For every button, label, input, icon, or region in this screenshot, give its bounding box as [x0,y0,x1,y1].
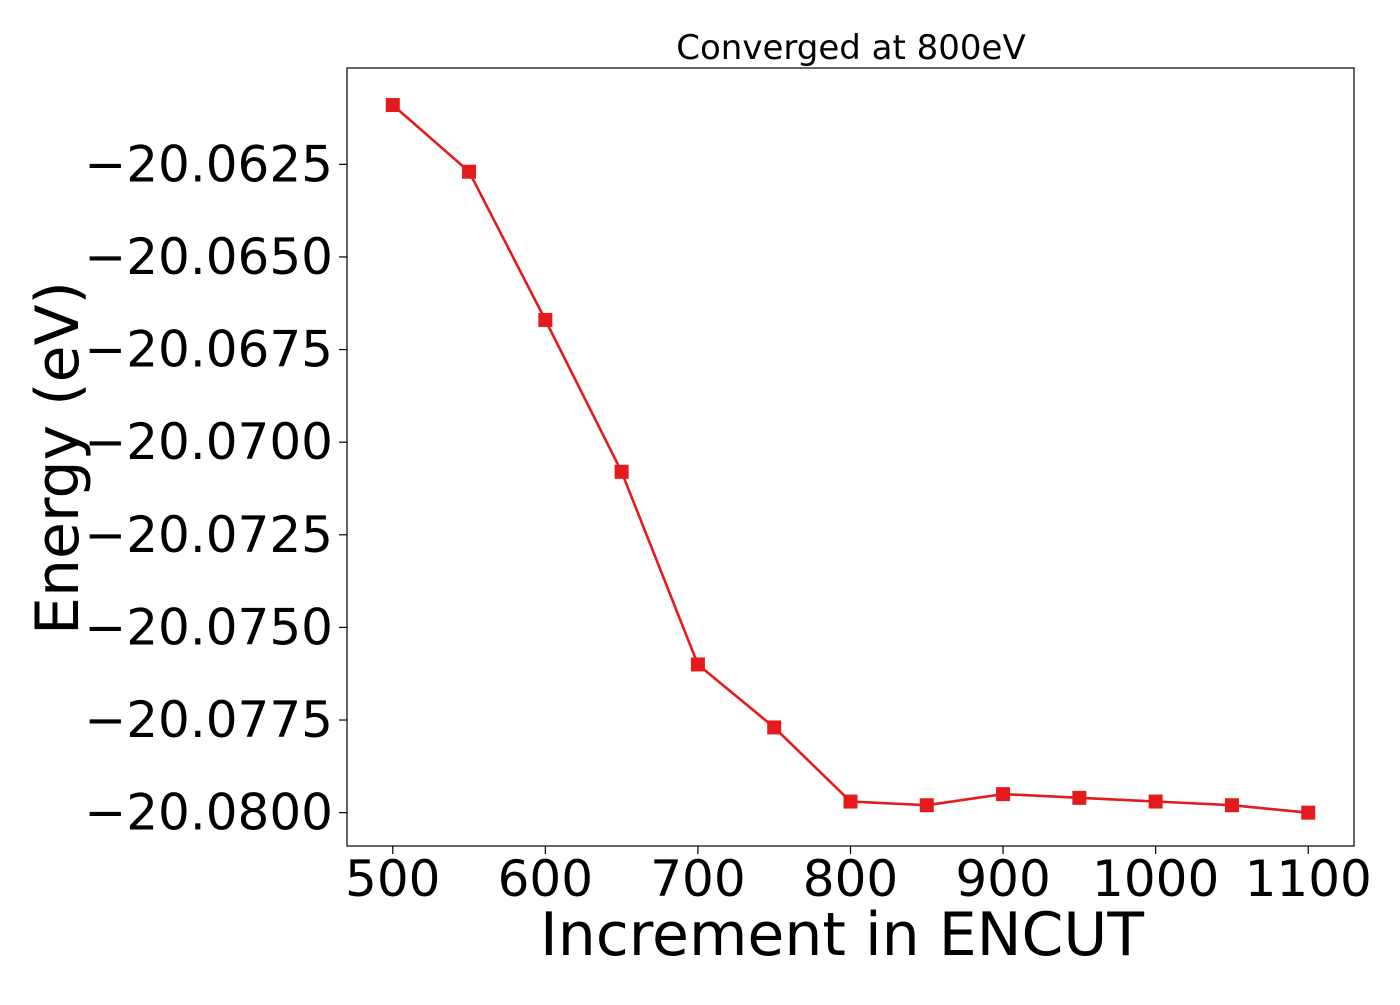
data-point-marker [843,794,858,809]
y-tick-label: −20.0650 [84,228,333,286]
x-tick-label: 800 [803,850,898,908]
plot-area-frame [346,67,1355,847]
y-tick-label: −20.0775 [84,691,333,749]
y-tick-label: −20.0800 [84,784,333,842]
x-tick-label: 1000 [1092,850,1219,908]
data-point-marker [538,312,553,327]
y-tick-label: −20.0700 [84,413,333,471]
y-tick-label: −20.0750 [84,598,333,656]
data-point-marker [919,798,934,813]
energy-series-line [391,104,1309,814]
x-axis-ticks: 500 600 700 800 900 1000 1100 [345,846,1372,908]
y-tick-label: −20.0725 [84,506,333,564]
data-point-marker [1224,798,1239,813]
energy-series-markers [385,98,1316,820]
data-point-marker [462,164,477,179]
x-tick-label: 700 [650,850,745,908]
data-point-marker [767,720,782,735]
data-point-marker [1148,794,1163,809]
x-tick-label: 900 [955,850,1050,908]
y-axis-label: Energy (eV) [23,281,93,635]
y-axis-ticks: −20.0625 −20.0650 −20.0675 −20.0700 −20.0725… [84,135,347,842]
data-point-marker [614,464,629,479]
data-point-marker [690,657,705,672]
x-tick-label: 600 [498,850,593,908]
data-point-marker [1301,805,1316,820]
chart-title: Converged at 800eV [676,28,1025,68]
data-point-marker [385,98,400,113]
y-tick-label: −20.0675 [84,321,333,379]
x-tick-label: 500 [345,850,440,908]
x-tick-label: 1100 [1245,850,1372,908]
y-tick-label: −20.0625 [84,135,333,193]
data-point-marker [996,787,1011,802]
data-point-marker [1072,790,1087,805]
x-axis-label: Increment in ENCUT [540,900,1144,970]
